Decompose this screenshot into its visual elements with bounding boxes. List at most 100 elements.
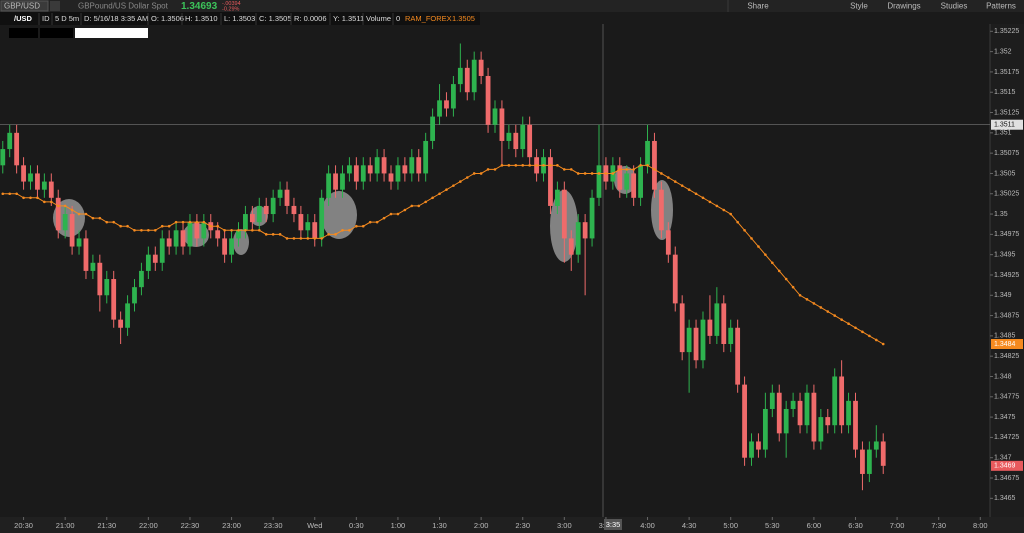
ma-point <box>611 172 615 175</box>
ma-point <box>881 342 885 346</box>
toolbar <box>0 0 1024 12</box>
candle-body <box>180 230 186 247</box>
y-tick-label: 1.35225 <box>994 28 1019 35</box>
ma-point <box>694 192 698 196</box>
ma-point <box>868 334 871 338</box>
candle-body <box>645 140 650 166</box>
ma-point <box>417 204 421 208</box>
candle-body <box>263 205 269 215</box>
annotation[interactable] <box>233 229 249 255</box>
candle-body <box>388 173 394 182</box>
ma-point <box>98 216 102 220</box>
candle-body <box>485 75 491 125</box>
symbol-box[interactable] <box>0 0 49 12</box>
toolbar-button[interactable]: Patterns <box>986 2 1016 11</box>
info-item: D: 5/16/18 3:35 AM <box>84 14 148 23</box>
price-tag <box>991 460 1023 471</box>
y-tick-label: 1.34825 <box>994 353 1019 360</box>
candle-body <box>326 173 332 198</box>
candle-body <box>111 279 117 320</box>
candle-body <box>28 173 33 182</box>
ma-point <box>299 237 303 240</box>
symbol-menu[interactable] <box>50 1 60 11</box>
toolbar-button[interactable]: Share <box>747 2 769 11</box>
ma-point <box>119 224 122 228</box>
ma-point <box>188 220 192 224</box>
change-pct: -0.29% <box>222 6 240 12</box>
ma-point <box>729 212 733 216</box>
ma-point <box>708 200 712 204</box>
y-tick-label: 1.348 <box>994 373 1012 380</box>
toolbar-button[interactable]: Style <box>850 2 868 11</box>
x-tick-label: 23:00 <box>222 521 241 530</box>
candle-body <box>416 157 422 174</box>
ma-point <box>722 208 726 212</box>
study-value: 1.3505 <box>452 14 475 23</box>
ma-point <box>445 188 448 191</box>
ma-point <box>278 233 282 236</box>
block <box>40 28 73 38</box>
info-items: ID 5 D 5m D: 5/16/18 3:35 AM O: 1.3506 H: 1.… <box>38 13 475 25</box>
candle-body <box>381 157 387 174</box>
ma-point <box>431 196 434 200</box>
ma-point <box>63 204 67 208</box>
ma-point <box>507 164 511 167</box>
ma-point <box>847 322 850 325</box>
ma-point <box>375 220 379 224</box>
info-item: O: 1.3506 <box>151 14 184 23</box>
ma-point <box>493 168 497 171</box>
ma-point <box>639 164 642 167</box>
ma-point <box>528 164 531 167</box>
ma-point <box>15 192 18 196</box>
y-tick-label: 1.34775 <box>994 394 1019 401</box>
candle-body <box>367 165 373 174</box>
info-item: L: 1.3503 <box>224 14 255 23</box>
x-tick-label: Wed <box>307 521 322 530</box>
ma-point <box>479 172 483 175</box>
ma-point <box>77 212 81 216</box>
candle-body <box>83 238 89 271</box>
candle-body <box>444 100 449 109</box>
ma-point <box>625 168 629 171</box>
candle-body <box>818 417 824 442</box>
ma-point <box>181 220 185 224</box>
ma-point <box>569 168 573 171</box>
ma-point <box>590 172 594 175</box>
y-tick-label: 1.352 <box>994 48 1012 55</box>
ma-point <box>576 172 580 175</box>
candle-body <box>236 230 241 239</box>
annotation[interactable] <box>321 191 357 239</box>
ma-point <box>257 228 261 232</box>
candle-body <box>423 140 429 174</box>
ma-point <box>653 168 656 171</box>
x-tick-label: 6:30 <box>848 521 863 530</box>
toolbar-button[interactable]: Studies <box>941 2 968 11</box>
info-symbol: /USD <box>14 14 33 23</box>
candle-body <box>658 189 664 231</box>
toolbar-button[interactable]: Drawings <box>887 2 920 11</box>
crosshair-time-tag <box>604 519 622 530</box>
ma-point <box>701 196 705 200</box>
ma-point <box>819 306 823 309</box>
candle-body <box>582 222 588 239</box>
y-tick-label: 1.3475 <box>994 414 1016 421</box>
annotation[interactable] <box>53 199 85 237</box>
ma-point <box>112 220 115 224</box>
candle-body <box>700 319 706 361</box>
y-tick-label: 1.3465 <box>994 495 1016 502</box>
time-axis <box>0 517 1024 533</box>
candle-body <box>430 116 436 141</box>
candle-body <box>749 441 754 458</box>
ma-point <box>556 164 559 167</box>
ma-point <box>84 212 88 216</box>
symbol[interactable]: GBP/USD <box>4 2 40 11</box>
candle-body <box>568 238 574 255</box>
ma-point <box>549 164 552 167</box>
info-item: H: 1.3510 <box>185 14 218 23</box>
candle-body <box>735 327 741 385</box>
x-tick-label: 1:30 <box>432 521 447 530</box>
ma-point <box>784 277 788 281</box>
ma-point <box>500 164 504 167</box>
candle-body <box>589 197 595 239</box>
